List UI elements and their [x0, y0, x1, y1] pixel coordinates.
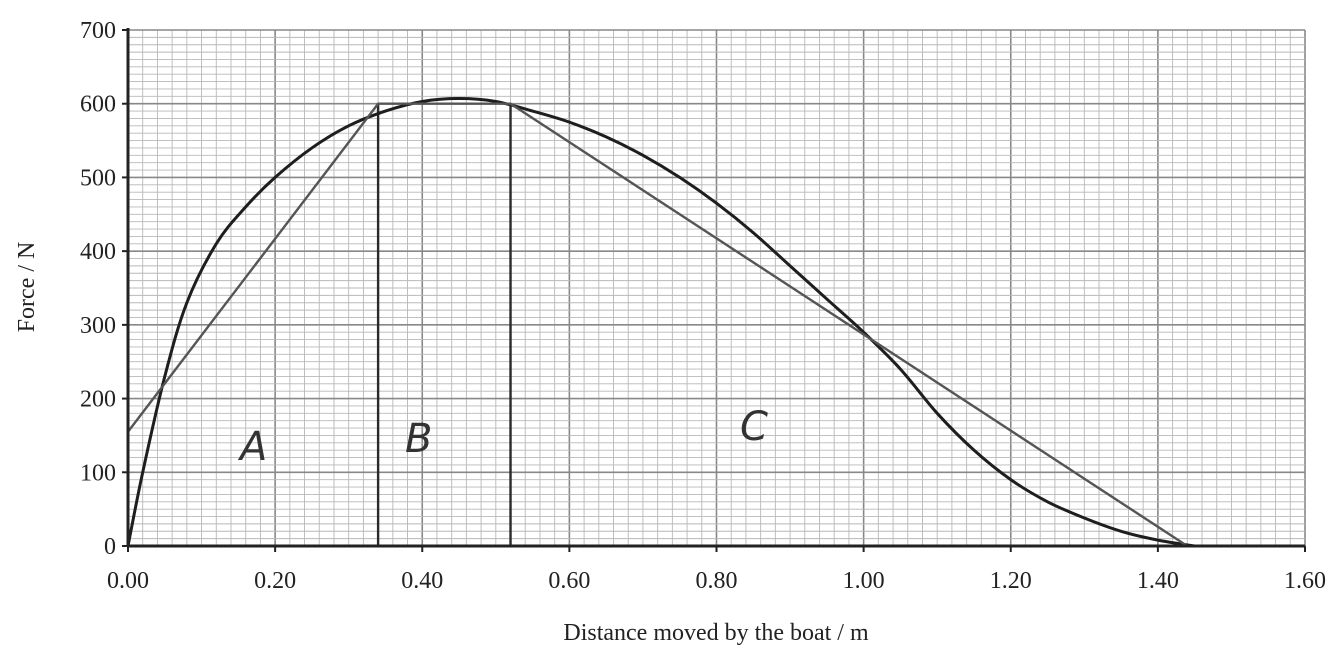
- y-axis-title: Force / N: [14, 242, 40, 333]
- x-axis-title: Distance moved by the boat / m: [563, 620, 869, 646]
- annotation-a: A: [237, 424, 267, 470]
- x-tick-label: 1.60: [1284, 568, 1326, 594]
- y-tick-label: 700: [80, 18, 116, 44]
- x-tick-label: 1.00: [843, 568, 885, 594]
- force-curve: [126, 97, 1195, 548]
- area-division-lines: [376, 103, 512, 546]
- y-tick-label: 500: [80, 165, 116, 191]
- y-tick-label: 300: [80, 313, 116, 339]
- annotation-c: C: [740, 404, 768, 450]
- y-tick-label: 0: [104, 534, 116, 560]
- y-tick-label: 600: [80, 92, 116, 118]
- x-tick-label: 0.00: [107, 568, 149, 594]
- x-tick-label: 1.40: [1137, 568, 1179, 594]
- axes: [122, 28, 1306, 552]
- x-tick-label: 0.40: [401, 568, 443, 594]
- grid: [127, 29, 1306, 547]
- y-tick-label: 100: [80, 460, 116, 486]
- x-tick-label: 0.20: [254, 568, 296, 594]
- series-group: [126, 97, 1195, 548]
- x-tick-label: 0.80: [696, 568, 738, 594]
- trapezium-approximation: [127, 102, 1188, 548]
- x-tick-label: 1.20: [990, 568, 1032, 594]
- tick-labels: 0.00 0.20 0.40 0.60 0.80 1.00 1.20 1.40 1.60 0 100…: [80, 18, 1326, 594]
- x-tick-label: 0.60: [548, 568, 590, 594]
- y-tick-label: 400: [80, 239, 116, 265]
- annotation-b: B: [405, 416, 432, 462]
- y-tick-label: 200: [80, 387, 116, 413]
